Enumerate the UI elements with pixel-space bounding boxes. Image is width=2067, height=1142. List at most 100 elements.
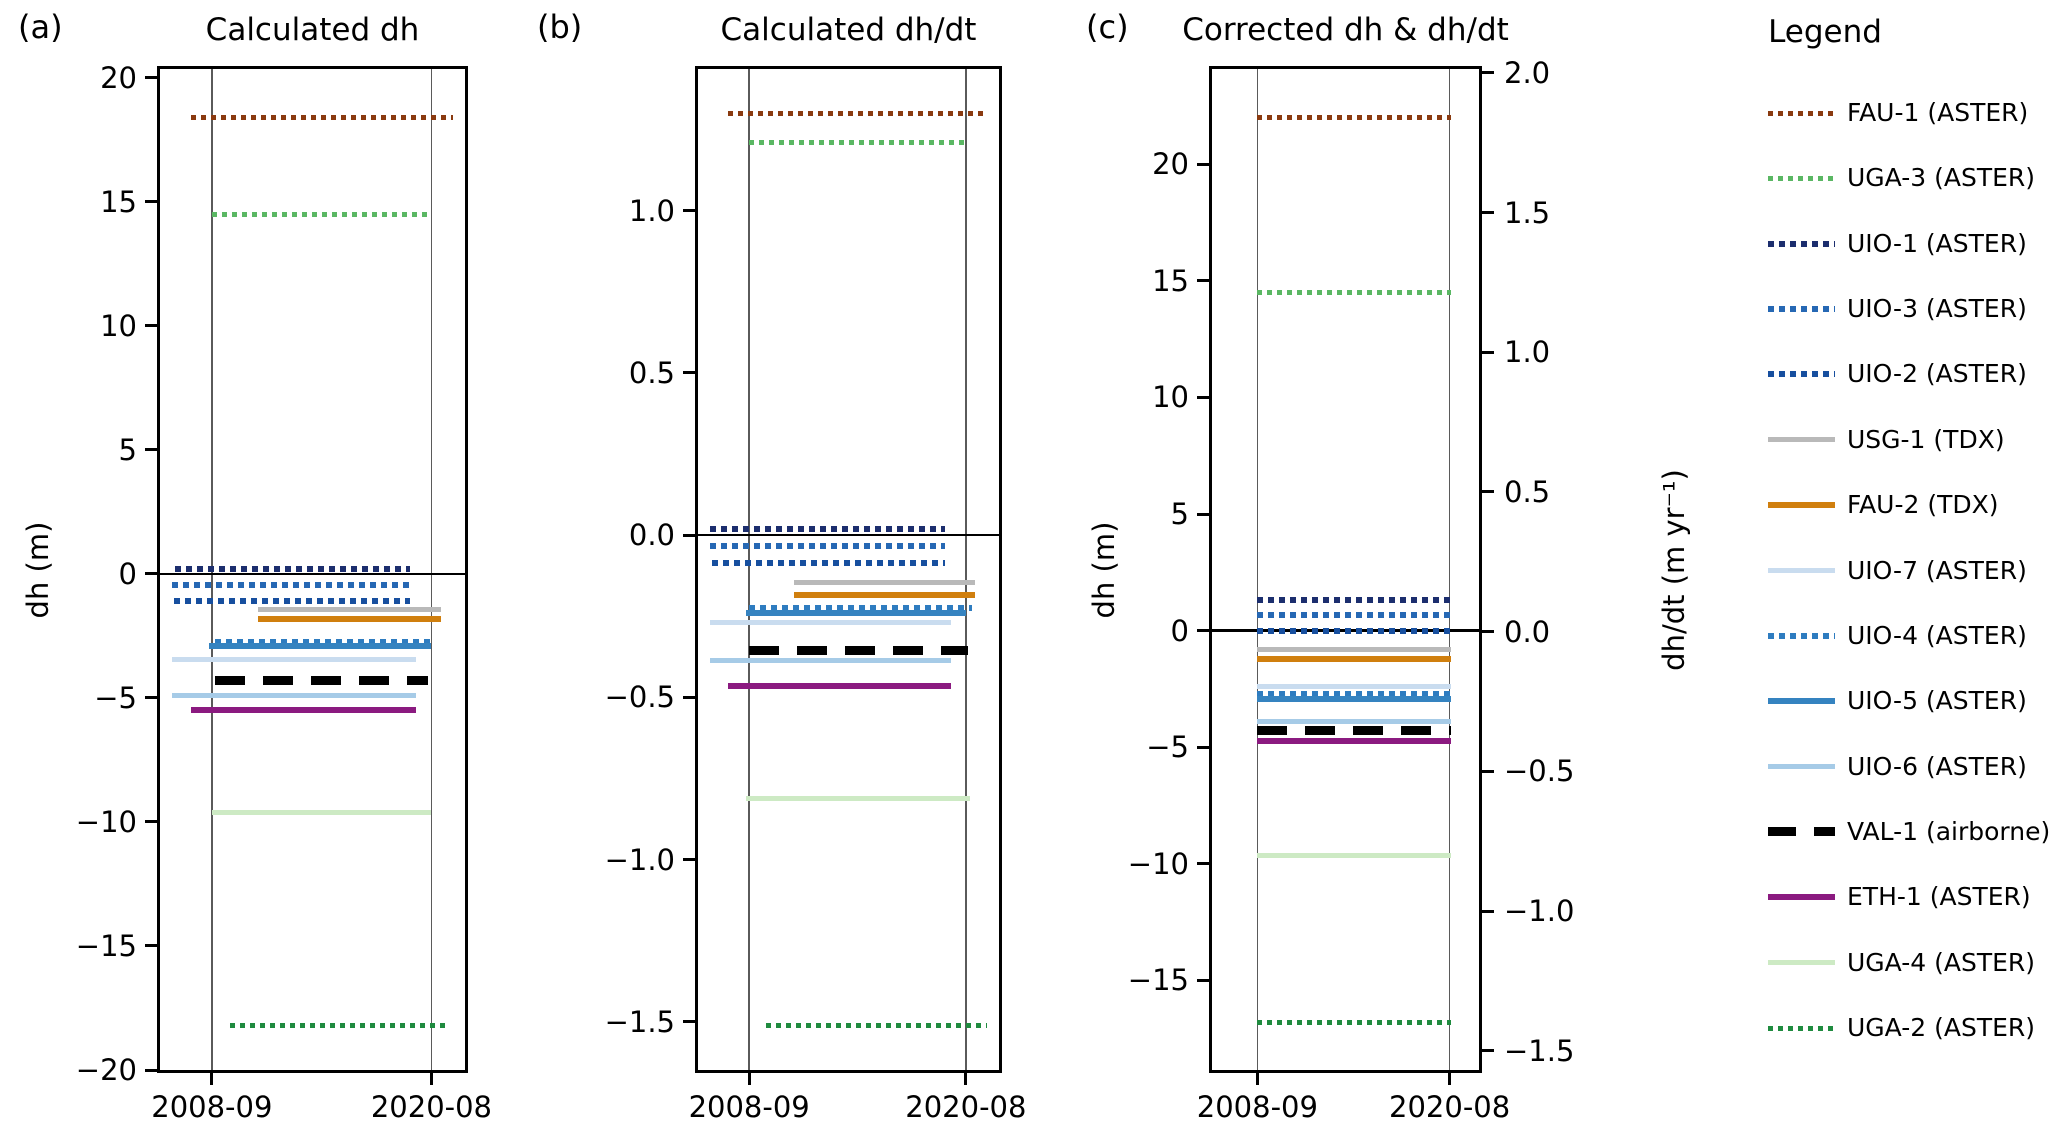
- legend-label-UIO-1: UIO-1 (ASTER): [1847, 228, 2027, 258]
- panel-a-title: Calculated dh: [205, 12, 420, 48]
- x-tick-label: 2008-09: [151, 1090, 273, 1124]
- legend-title: Legend: [1768, 14, 1882, 50]
- series-line-UIO-7: [172, 657, 417, 663]
- series-line-FAU-1: [1257, 115, 1452, 121]
- y-tick: [1197, 512, 1209, 516]
- y-tick: [1197, 395, 1209, 399]
- series-line-VAL-1: [214, 676, 429, 686]
- legend-label-FAU-2: FAU-2 (TDX): [1847, 490, 1999, 520]
- y-tick: [1197, 745, 1209, 749]
- y-tick-label: 20: [100, 60, 137, 95]
- legend-label-USG-1: USG-1 (TDX): [1847, 424, 2005, 454]
- y-tick-label: 10: [1152, 380, 1189, 415]
- panel-b-title: Calculated dh/dt: [720, 12, 977, 48]
- series-line-USG-1: [794, 579, 975, 585]
- y-tick: [145, 1068, 157, 1072]
- legend-label-UIO-4: UIO-4 (ASTER): [1847, 620, 2027, 650]
- series-line-UIO-1: [710, 525, 945, 532]
- series-line-UIO-4: [214, 639, 432, 646]
- right-y-tick-label: −0.5: [1504, 754, 1575, 789]
- legend-swatch-VAL-1: [1768, 827, 1835, 837]
- y-tick: [145, 944, 157, 948]
- legend-label-UGA-4: UGA-4 (ASTER): [1847, 947, 2036, 977]
- panel-c-right-ylabel: dh/dt (m yr⁻¹): [1657, 469, 1691, 671]
- series-line-UIO-3: [1257, 612, 1452, 619]
- series-line-UIO-4: [1257, 690, 1452, 697]
- x-tick: [1448, 1073, 1452, 1085]
- panel-a-label: (a): [18, 8, 63, 46]
- legend-swatch-FAU-2: [1768, 502, 1835, 509]
- x-tick: [747, 1073, 751, 1085]
- legend-label-UIO-5: UIO-5 (ASTER): [1847, 686, 2027, 716]
- y-tick: [145, 324, 157, 328]
- right-y-tick: [1482, 490, 1494, 494]
- series-line-UGA-3: [1257, 290, 1452, 296]
- series-line-UGA-4: [211, 809, 432, 815]
- series-line-UIO-7: [1257, 684, 1452, 690]
- legend-swatch-ETH-1: [1768, 894, 1835, 901]
- series-line-ETH-1: [190, 707, 417, 714]
- series-line-UIO-6: [172, 692, 417, 698]
- right-y-tick-label: 2.0: [1504, 55, 1551, 90]
- right-y-tick: [1482, 71, 1494, 75]
- y-tick: [145, 696, 157, 700]
- legend-label-UIO-3: UIO-3 (ASTER): [1847, 294, 2027, 324]
- x-tick-label: 2020-08: [905, 1090, 1027, 1124]
- series-line-FAU-2: [257, 615, 441, 622]
- series-line-UIO-1: [1257, 597, 1452, 604]
- y-tick-label: −5: [1146, 730, 1189, 765]
- y-tick: [1197, 162, 1209, 166]
- y-tick: [683, 1020, 695, 1024]
- y-tick-label: 20: [1152, 147, 1189, 182]
- x-tick-label: 2008-09: [1196, 1090, 1318, 1124]
- legend-swatch-UIO-5: [1768, 698, 1835, 705]
- legend-label-UIO-2: UIO-2 (ASTER): [1847, 359, 2027, 389]
- y-tick: [683, 533, 695, 537]
- series-line-ETH-1: [728, 683, 951, 690]
- legend-label-UIO-6: UIO-6 (ASTER): [1847, 751, 2027, 781]
- legend-swatch-UIO-3: [1768, 306, 1835, 313]
- panel-c-plot: [1209, 66, 1482, 1073]
- right-y-tick-label: 0.0: [1504, 614, 1551, 649]
- legend-label-ETH-1: ETH-1 (ASTER): [1847, 882, 2031, 912]
- y-tick: [1197, 978, 1209, 982]
- y-tick-label: 0: [118, 556, 137, 591]
- y-tick-label: −20: [75, 1053, 137, 1087]
- legend-swatch-UGA-2: [1768, 1025, 1835, 1031]
- panel-c-label: (c): [1086, 8, 1129, 46]
- series-line-VAL-1: [1257, 726, 1452, 736]
- x-tick-label: 2020-08: [370, 1090, 493, 1124]
- right-y-tick-label: −1.0: [1504, 894, 1575, 929]
- y-tick-label: 0.5: [628, 355, 675, 390]
- series-line-UGA-4: [1257, 853, 1452, 859]
- x-tick: [964, 1073, 968, 1085]
- zero-line: [160, 572, 465, 576]
- series-line-UIO-2: [173, 598, 411, 605]
- series-line-USG-1: [257, 607, 441, 613]
- y-tick-label: 1.0: [628, 193, 675, 228]
- legend-swatch-UIO-2: [1768, 371, 1835, 378]
- right-y-tick: [1482, 630, 1494, 634]
- y-tick-label: 0: [1170, 613, 1189, 648]
- right-y-tick-label: 1.0: [1504, 335, 1551, 370]
- series-line-UIO-4: [749, 605, 972, 612]
- x-tick: [1255, 1073, 1259, 1085]
- right-y-tick: [1482, 909, 1494, 913]
- zero-line: [698, 533, 999, 537]
- series-line-FAU-1: [728, 110, 987, 116]
- series-line-UIO-6: [710, 657, 951, 663]
- series-line-UGA-2: [230, 1022, 450, 1028]
- series-line-ETH-1: [1257, 738, 1452, 745]
- legend-label-UGA-3: UGA-3 (ASTER): [1847, 163, 2036, 193]
- legend-label-UGA-2: UGA-2 (ASTER): [1847, 1013, 2036, 1043]
- legend-label-UIO-7: UIO-7 (ASTER): [1847, 555, 2027, 585]
- legend-swatch-FAU-1: [1768, 110, 1835, 116]
- y-tick-label: −1.5: [604, 1004, 675, 1039]
- y-tick-label: −1.0: [604, 842, 675, 877]
- panel-a-plot: [157, 66, 468, 1073]
- gridline-2020-08: [965, 69, 967, 1070]
- series-line-UIO-7: [710, 620, 951, 626]
- series-line-UIO-3: [710, 543, 945, 550]
- legend-label-FAU-1: FAU-1 (ASTER): [1847, 98, 2029, 127]
- y-tick-label: −5: [94, 680, 137, 715]
